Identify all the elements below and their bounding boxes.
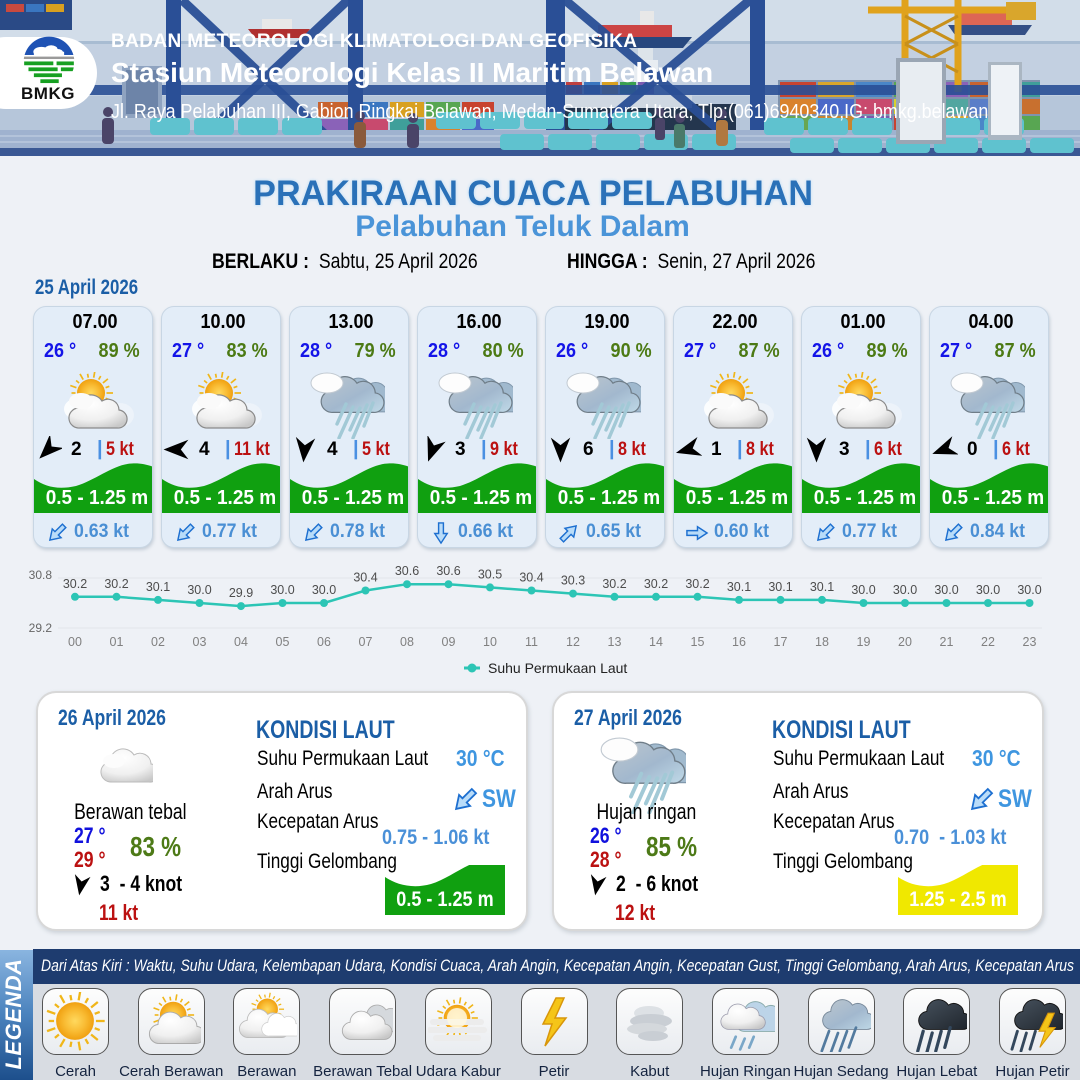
svg-text:06: 06 <box>317 635 331 649</box>
svg-text:30.6: 30.6 <box>436 564 460 578</box>
svg-text:03: 03 <box>193 635 207 649</box>
svg-text:17: 17 <box>774 635 788 649</box>
svg-text:30.0: 30.0 <box>934 583 958 597</box>
svg-text:05: 05 <box>276 635 290 649</box>
svg-text:30.2: 30.2 <box>602 577 626 591</box>
svg-text:30.2: 30.2 <box>104 577 128 591</box>
svg-text:16: 16 <box>732 635 746 649</box>
svg-text:20: 20 <box>898 635 912 649</box>
svg-text:30.5: 30.5 <box>478 567 502 581</box>
svg-text:30.0: 30.0 <box>976 583 1000 597</box>
svg-text:30.3: 30.3 <box>561 574 585 588</box>
svg-text:30.0: 30.0 <box>851 583 875 597</box>
svg-text:14: 14 <box>649 635 663 649</box>
svg-text:29.9: 29.9 <box>229 586 253 600</box>
svg-text:30.1: 30.1 <box>146 580 170 594</box>
svg-text:13: 13 <box>608 635 622 649</box>
svg-text:Suhu Permukaan Laut: Suhu Permukaan Laut <box>488 660 627 676</box>
svg-text:21: 21 <box>940 635 954 649</box>
svg-text:30.1: 30.1 <box>810 580 834 594</box>
svg-text:07: 07 <box>359 635 373 649</box>
svg-text:10: 10 <box>483 635 497 649</box>
svg-text:30.2: 30.2 <box>63 577 87 591</box>
svg-text:30.4: 30.4 <box>353 571 377 585</box>
svg-text:30.0: 30.0 <box>312 583 336 597</box>
svg-text:11: 11 <box>525 635 538 649</box>
svg-text:30.8: 30.8 <box>29 568 53 582</box>
svg-text:09: 09 <box>442 635 456 649</box>
svg-text:23: 23 <box>1023 635 1037 649</box>
svg-text:30.0: 30.0 <box>893 583 917 597</box>
svg-text:22: 22 <box>981 635 995 649</box>
svg-text:30.0: 30.0 <box>187 583 211 597</box>
svg-text:30.1: 30.1 <box>768 580 792 594</box>
svg-text:01: 01 <box>110 635 124 649</box>
svg-text:30.1: 30.1 <box>727 580 751 594</box>
svg-text:30.2: 30.2 <box>644 577 668 591</box>
svg-text:30.4: 30.4 <box>519 571 543 585</box>
svg-text:29.2: 29.2 <box>29 621 53 635</box>
svg-text:30.0: 30.0 <box>270 583 294 597</box>
svg-text:15: 15 <box>691 635 705 649</box>
svg-text:30.6: 30.6 <box>395 564 419 578</box>
svg-text:30.2: 30.2 <box>685 577 709 591</box>
svg-text:04: 04 <box>234 635 248 649</box>
svg-text:30.0: 30.0 <box>1017 583 1041 597</box>
svg-text:08: 08 <box>400 635 414 649</box>
svg-text:02: 02 <box>151 635 165 649</box>
svg-text:12: 12 <box>566 635 580 649</box>
svg-text:19: 19 <box>857 635 871 649</box>
svg-text:18: 18 <box>815 635 829 649</box>
svg-text:00: 00 <box>68 635 82 649</box>
